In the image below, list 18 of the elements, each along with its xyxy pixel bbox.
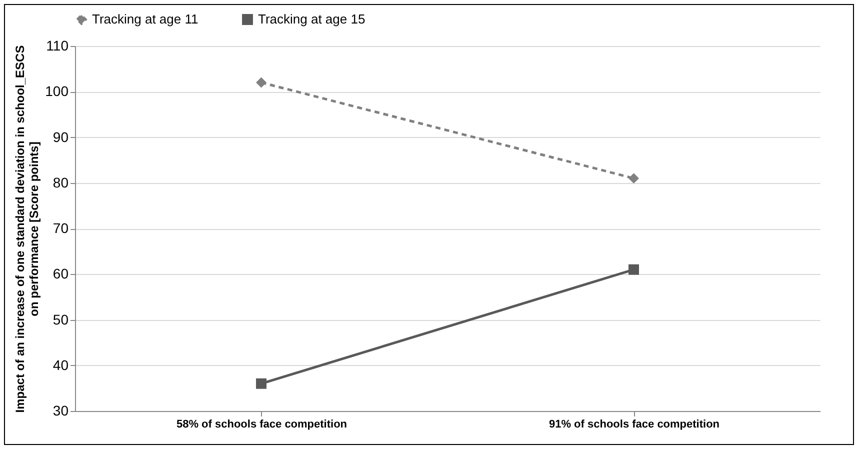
y-tick-label: 70 bbox=[52, 220, 69, 236]
y-tick-label: 80 bbox=[52, 174, 69, 190]
y-tick-label: 30 bbox=[52, 402, 69, 418]
y-tick-label: 50 bbox=[52, 311, 69, 328]
point bbox=[256, 77, 266, 88]
legend-label: Tracking at age 11 bbox=[92, 12, 198, 27]
y-tick-label: 40 bbox=[52, 356, 69, 373]
x-tick-label: 91% of schools face competition bbox=[548, 418, 720, 430]
y-tick-label: 90 bbox=[52, 128, 69, 145]
x-tick-label: 58% of schools face competition bbox=[176, 418, 348, 430]
point bbox=[256, 378, 266, 389]
y-axis-title: Impact of an increase of one standard deviation in school_ESCS on performance [Score points] bbox=[13, 45, 42, 413]
y-tick-label: 110 bbox=[46, 38, 69, 54]
y-tick-label: 60 bbox=[52, 266, 69, 282]
point bbox=[628, 264, 639, 275]
y-tick-label: 100 bbox=[45, 83, 69, 100]
point bbox=[628, 173, 639, 184]
legend-label: Tracking at age 15 bbox=[258, 12, 366, 27]
